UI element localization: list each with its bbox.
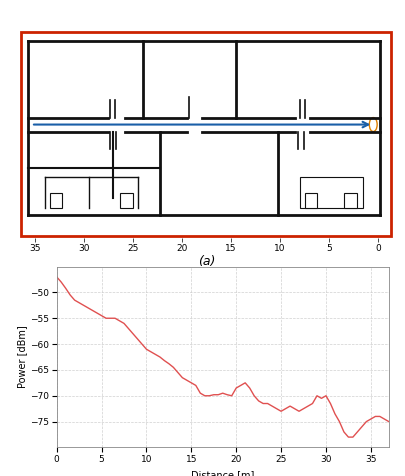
Y-axis label: Power [dBm]: Power [dBm] [17, 326, 27, 388]
Bar [305, 193, 318, 208]
Bar [300, 177, 363, 208]
Bar [344, 193, 356, 208]
Bar [120, 193, 133, 208]
Bar [50, 193, 62, 208]
X-axis label: Distance [m]: Distance [m] [191, 470, 254, 476]
Text: (a): (a) [198, 255, 215, 268]
